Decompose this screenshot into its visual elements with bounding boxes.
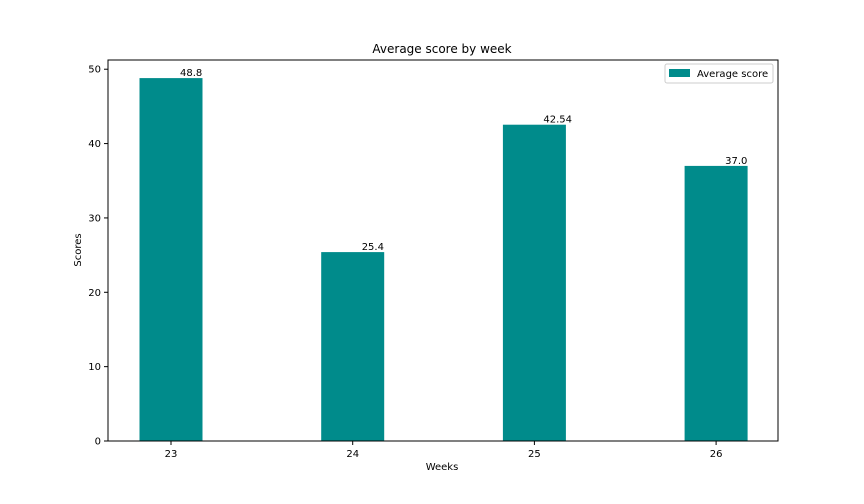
bar-week-24 [321,252,385,441]
legend-swatch [669,69,690,77]
x-tick-label: 26 [710,449,723,460]
chart-title: Average score by week [372,42,511,56]
bar-week-23 [139,78,203,441]
data-label: 37.0 [725,156,747,167]
x-tick-label: 23 [165,449,178,460]
bar-week-25 [502,124,566,441]
x-tick-label: 24 [346,449,359,460]
y-axis: 0 10 20 30 40 50 [88,65,108,448]
y-tick-label: 10 [88,362,101,373]
plot-frame [107,59,779,442]
y-tick-label: 30 [88,213,101,224]
y-tick-label: 20 [88,288,101,299]
data-labels-layer: 48.8 25.4 42.54 37.0 [180,68,747,253]
legend: Average score [664,63,774,84]
data-label: 42.54 [543,115,572,126]
y-tick-label: 40 [88,139,101,150]
bars-layer [139,78,748,441]
x-axis-label: Weeks [426,462,459,473]
y-tick-label: 50 [88,65,101,76]
y-tick-label: 0 [95,437,101,448]
bar-week-26 [684,165,748,441]
y-axis-label: Scores [73,233,84,266]
data-label: 25.4 [362,242,384,253]
data-label: 48.8 [180,68,202,79]
x-tick-label: 25 [528,449,541,460]
legend-label: Average score [697,69,768,80]
legend-box [664,63,774,84]
x-axis: 23 24 25 26 [165,441,723,460]
